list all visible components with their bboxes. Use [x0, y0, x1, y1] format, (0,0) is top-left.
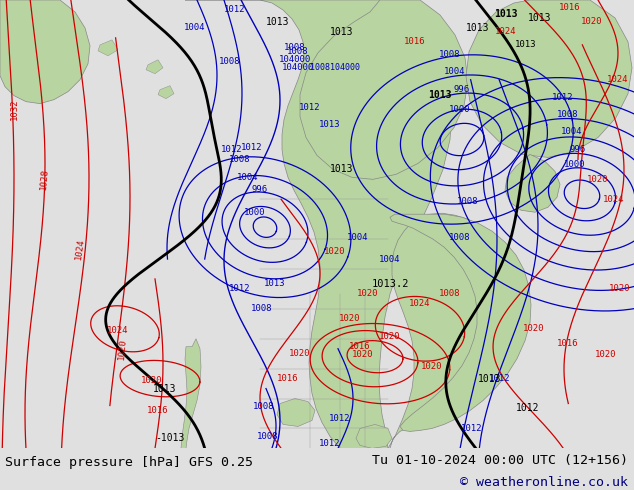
Polygon shape	[356, 424, 392, 448]
Polygon shape	[466, 0, 632, 157]
Text: 1012: 1012	[242, 143, 262, 152]
Polygon shape	[185, 0, 452, 448]
Text: 1012: 1012	[329, 414, 351, 423]
Text: -1013: -1013	[155, 433, 184, 443]
Polygon shape	[390, 214, 531, 431]
Text: 1008: 1008	[219, 57, 241, 66]
Text: 1012: 1012	[221, 145, 243, 154]
Text: 1032: 1032	[10, 99, 18, 121]
Text: 1013: 1013	[153, 384, 177, 393]
Text: 1013: 1013	[478, 373, 501, 384]
Text: 1013: 1013	[515, 40, 537, 49]
Text: 1024: 1024	[495, 27, 517, 36]
Text: 1004: 1004	[347, 233, 369, 242]
Text: 104000: 104000	[282, 63, 314, 72]
Text: 1024: 1024	[603, 195, 624, 204]
Text: 1020: 1020	[289, 349, 311, 358]
Text: 1020: 1020	[609, 284, 631, 294]
Text: 1020: 1020	[117, 338, 127, 360]
Text: 1016: 1016	[559, 3, 581, 12]
Text: 1013: 1013	[264, 279, 286, 289]
Text: 1013: 1013	[330, 164, 354, 174]
Text: 1012: 1012	[320, 439, 340, 448]
Text: 1020: 1020	[379, 332, 401, 341]
Text: 1004: 1004	[561, 127, 583, 136]
Text: 1024: 1024	[607, 75, 629, 84]
Text: 1013: 1013	[528, 13, 552, 23]
Text: 1004: 1004	[379, 254, 401, 264]
Text: 1016: 1016	[147, 406, 169, 415]
Text: 996: 996	[570, 145, 586, 154]
Text: 1020: 1020	[324, 246, 346, 256]
Text: 1008: 1008	[251, 304, 273, 314]
Text: 1008: 1008	[439, 50, 461, 59]
Text: 1016: 1016	[349, 342, 371, 351]
Text: 1016: 1016	[557, 339, 579, 348]
Text: 1008: 1008	[557, 110, 579, 119]
Text: 1020: 1020	[421, 362, 443, 371]
Text: 1008: 1008	[284, 43, 306, 52]
Text: 1008: 1008	[439, 290, 461, 298]
Polygon shape	[98, 40, 118, 56]
Text: © weatheronline.co.uk: © weatheronline.co.uk	[460, 476, 628, 489]
Text: 1020: 1020	[587, 175, 609, 184]
Text: 1020: 1020	[357, 290, 378, 298]
Text: 1008: 1008	[253, 402, 275, 411]
Text: 1012: 1012	[516, 403, 540, 414]
Text: 996: 996	[252, 185, 268, 194]
Text: 1012: 1012	[230, 284, 251, 294]
Polygon shape	[0, 0, 90, 103]
Text: 1024: 1024	[107, 326, 129, 335]
Text: 1020: 1020	[353, 350, 374, 359]
Text: Tu 01-10-2024 00:00 UTC (12+156): Tu 01-10-2024 00:00 UTC (12+156)	[372, 454, 628, 466]
Text: 996: 996	[454, 85, 470, 94]
Text: 1016: 1016	[404, 37, 426, 47]
Text: 1000: 1000	[244, 208, 266, 217]
Text: 1008: 1008	[287, 48, 309, 56]
Text: 1012: 1012	[299, 103, 321, 112]
Text: 1000: 1000	[450, 105, 471, 114]
Text: 1004: 1004	[184, 24, 206, 32]
Text: Surface pressure [hPa] GFS 0.25: Surface pressure [hPa] GFS 0.25	[5, 456, 253, 469]
Text: 1020: 1020	[523, 324, 545, 333]
Text: 1020: 1020	[581, 18, 603, 26]
Text: 1016: 1016	[277, 374, 299, 383]
Text: 1004: 1004	[237, 173, 259, 182]
Text: 1013: 1013	[495, 9, 518, 19]
Text: 1008: 1008	[457, 197, 479, 206]
Text: 1012: 1012	[552, 93, 574, 102]
Text: 1013: 1013	[266, 17, 290, 27]
Text: 1020: 1020	[339, 314, 361, 323]
Text: 1013: 1013	[330, 27, 354, 37]
Polygon shape	[300, 0, 468, 179]
Text: 1013: 1013	[466, 23, 489, 33]
Text: 1028: 1028	[39, 168, 49, 191]
Text: 1008104000: 1008104000	[310, 63, 360, 72]
Text: 1000: 1000	[564, 160, 586, 169]
Text: 1024: 1024	[74, 238, 86, 260]
Text: 1020: 1020	[141, 376, 163, 385]
Text: 1024: 1024	[410, 299, 430, 308]
Text: 1008: 1008	[257, 432, 279, 441]
Polygon shape	[158, 86, 174, 98]
Polygon shape	[181, 339, 201, 448]
Text: 1020: 1020	[595, 350, 617, 359]
Text: 1012: 1012	[489, 374, 511, 383]
Text: 1008: 1008	[450, 233, 471, 242]
Polygon shape	[277, 398, 315, 426]
Text: 1004: 1004	[444, 67, 466, 76]
Text: 1012: 1012	[224, 5, 246, 15]
Text: 1013.2: 1013.2	[372, 279, 409, 289]
Text: 104000: 104000	[279, 55, 311, 64]
Text: 1008: 1008	[230, 155, 251, 164]
Text: 1013: 1013	[428, 90, 452, 99]
Text: 1012: 1012	[462, 424, 482, 433]
Polygon shape	[388, 213, 515, 448]
Polygon shape	[146, 60, 163, 74]
Text: 1013: 1013	[320, 120, 340, 129]
Polygon shape	[505, 154, 560, 212]
